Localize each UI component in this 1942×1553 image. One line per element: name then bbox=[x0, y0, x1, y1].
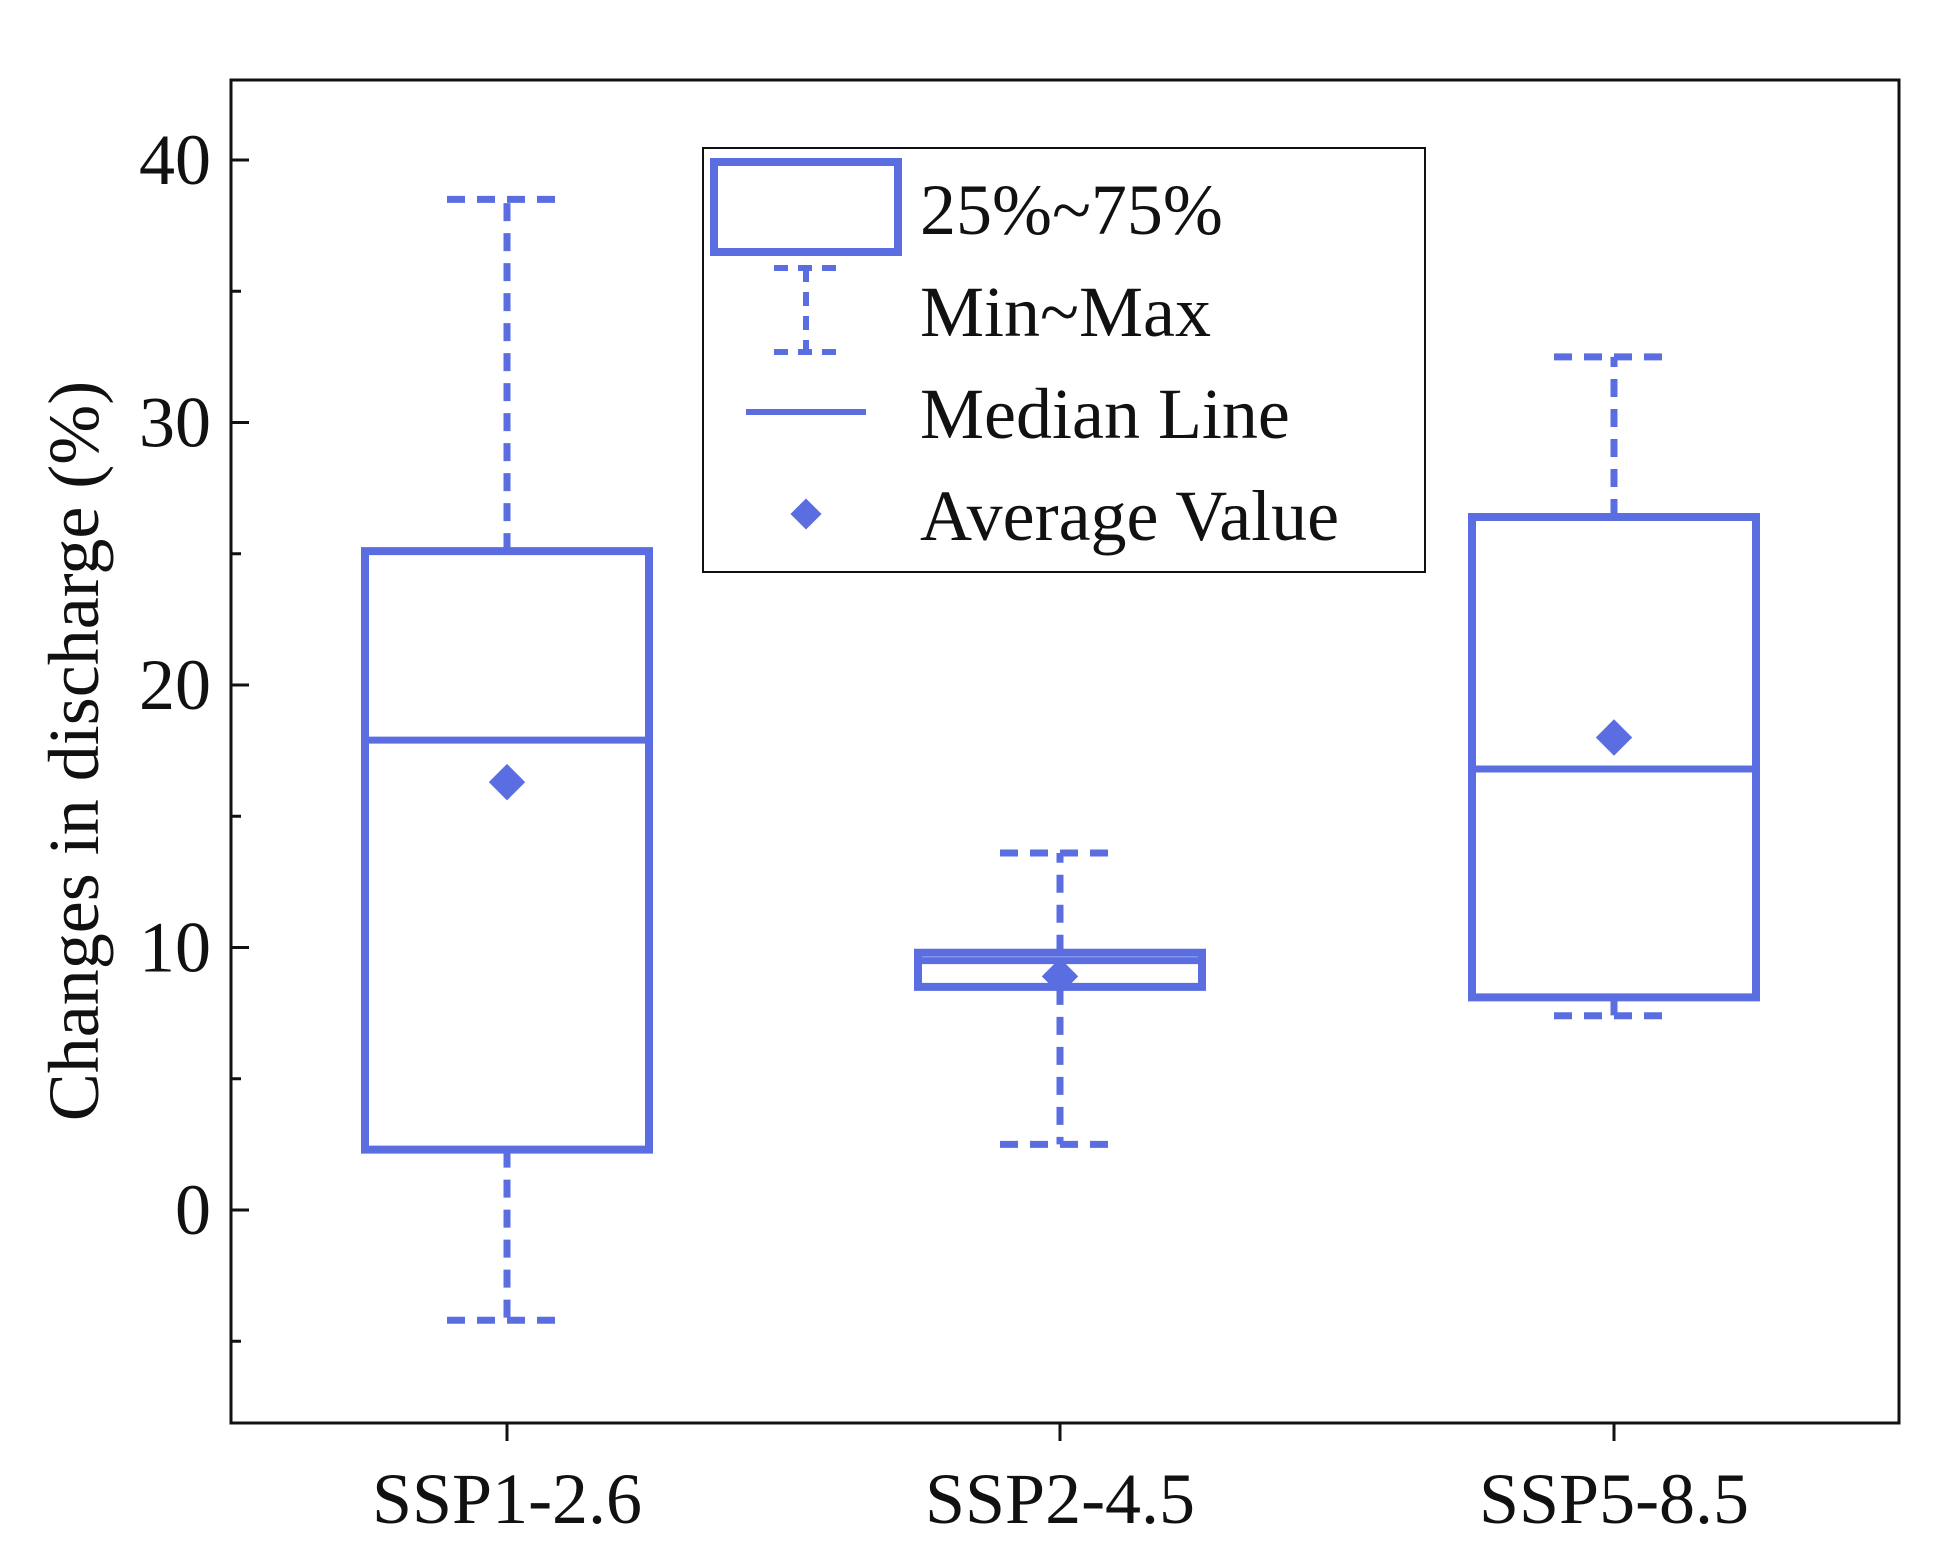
box-ssp1-2.6 bbox=[361, 195, 653, 1324]
y-tick-label: 10 bbox=[139, 908, 211, 988]
y-tick-label: 20 bbox=[139, 645, 211, 725]
y-axis: 0 10 20 30 40 bbox=[139, 120, 249, 1343]
legend-mean-label: Average Value bbox=[920, 476, 1339, 556]
legend-box-swatch bbox=[710, 158, 902, 256]
x-tick-label: SSP2-4.5 bbox=[925, 1459, 1195, 1539]
mean-marker bbox=[1595, 719, 1633, 756]
box-series bbox=[361, 195, 1760, 1324]
legend-box-label: 25%~75% bbox=[920, 170, 1223, 250]
x-axis: SSP1-2.6 SSP2-4.5 SSP5-8.5 bbox=[372, 1423, 1749, 1539]
y-tick-label: 30 bbox=[139, 383, 211, 463]
plot-frame bbox=[229, 78, 1901, 1425]
iqr-box bbox=[361, 547, 653, 1154]
x-tick-label: SSP1-2.6 bbox=[372, 1459, 642, 1539]
x-tick-label: SSP5-8.5 bbox=[1479, 1459, 1749, 1539]
iqr-box bbox=[1468, 513, 1760, 1002]
mean-marker bbox=[1041, 958, 1079, 995]
mean-marker bbox=[488, 763, 526, 801]
legend-whisker-label: Min~Max bbox=[920, 272, 1211, 352]
y-axis-title: Changes in discharge (%) bbox=[34, 381, 114, 1121]
legend-frame bbox=[702, 147, 1426, 573]
y-tick-label: 0 bbox=[175, 1170, 211, 1250]
box-ssp2-4.5 bbox=[914, 849, 1206, 1148]
legend-median-label: Median Line bbox=[920, 374, 1290, 454]
box-ssp5-8.5 bbox=[1468, 353, 1760, 1020]
legend: 25%~75% Min~Max Median Line Average Valu… bbox=[702, 147, 1426, 573]
y-tick-label: 40 bbox=[139, 120, 211, 200]
